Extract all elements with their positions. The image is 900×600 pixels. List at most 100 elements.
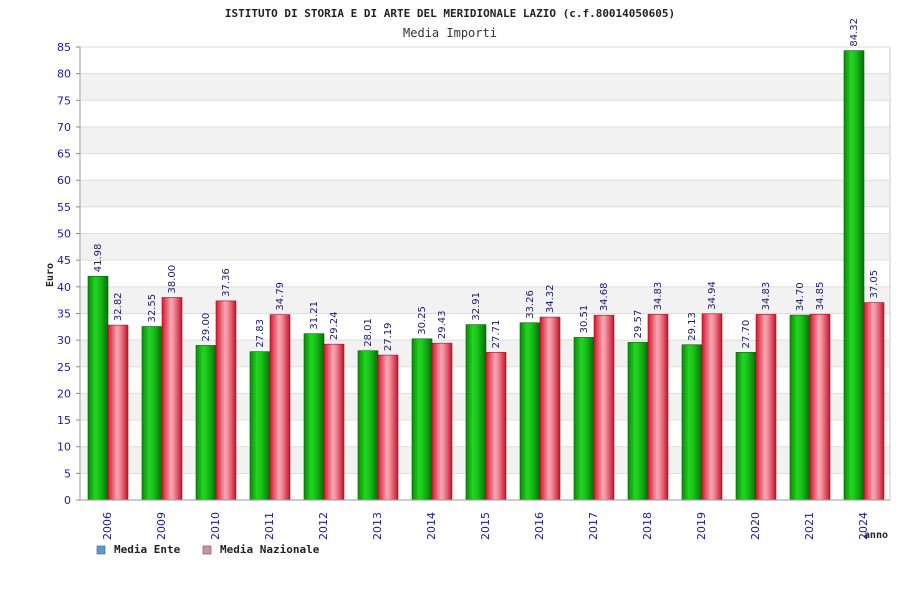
x-tick-label: 2024	[857, 512, 870, 540]
grid-band	[81, 286, 889, 314]
y-tick-label: 75	[57, 94, 71, 107]
grid-band	[81, 126, 889, 154]
x-tick-label: 2010	[209, 512, 222, 540]
bar-media-nazionale-2020	[755, 314, 777, 501]
value-label: 34.70	[795, 282, 806, 311]
legend-label-media-nazionale: Media Nazionale	[220, 543, 320, 556]
legend-swatch-media-nazionale	[202, 545, 212, 555]
value-label: 27.83	[255, 319, 266, 348]
bar-media-nazionale-2017	[593, 314, 615, 501]
bar-media-nazionale-2009	[161, 297, 183, 501]
bar-media-ente-2011	[249, 351, 271, 501]
bar-media-nazionale-2010	[215, 300, 237, 501]
x-tick-label: 2017	[587, 512, 600, 540]
bar-media-ente-2013	[357, 350, 379, 501]
value-label: 34.83	[653, 282, 664, 311]
y-tick-label: 10	[57, 441, 71, 454]
x-tick-label: 2013	[371, 512, 384, 540]
x-tick-label: 2021	[803, 512, 816, 540]
value-label: 32.55	[147, 294, 158, 323]
value-label: 34.85	[815, 282, 826, 311]
value-label: 30.51	[579, 305, 590, 334]
value-label: 34.79	[275, 282, 286, 311]
bar-media-ente-2019	[681, 344, 703, 501]
y-tick-label: 40	[57, 281, 71, 294]
value-label: 29.43	[437, 311, 448, 340]
value-label: 29.57	[633, 310, 644, 339]
value-label: 34.94	[707, 281, 718, 310]
x-axis-ticks: 2006 2009 2010 2011 2012 2013 2014 2015 2016 2017…	[80, 499, 890, 540]
grid-band	[81, 180, 889, 207]
x-tick-label: 2018	[641, 512, 654, 540]
bar-media-ente-2017	[573, 337, 595, 501]
bar-media-ente-2010	[195, 345, 217, 501]
value-label: 32.82	[113, 292, 124, 321]
bar-media-ente-2015	[465, 324, 487, 501]
x-axis-label: anno	[864, 530, 888, 541]
value-label: 27.19	[383, 322, 394, 351]
bar-media-nazionale-2015	[485, 352, 507, 501]
value-label: 30.25	[417, 306, 428, 335]
value-label: 37.05	[869, 270, 880, 299]
value-label: 37.36	[221, 268, 232, 297]
bar-media-ente-2018	[627, 342, 649, 501]
y-tick-label: 0	[64, 494, 71, 507]
value-label: 27.70	[741, 320, 752, 349]
x-tick-label: 2015	[479, 512, 492, 540]
x-tick-label: 2012	[317, 512, 330, 540]
x-tick-label: 2011	[263, 512, 276, 540]
grid-band	[81, 73, 889, 101]
bar-media-nazionale-2012	[323, 343, 345, 501]
y-tick-label: 85	[57, 41, 71, 54]
value-label: 27.71	[491, 320, 502, 349]
x-tick-label: 2006	[101, 512, 114, 540]
bar-media-ente-2021	[789, 314, 811, 501]
y-tick-label: 5	[64, 467, 71, 480]
value-label: 34.32	[545, 284, 556, 313]
value-label: 33.26	[525, 290, 536, 319]
value-label: 34.68	[599, 283, 610, 312]
y-tick-label: 45	[57, 254, 71, 267]
grid-band	[81, 233, 889, 261]
bar-media-ente-2014	[411, 338, 433, 501]
y-tick-label: 60	[57, 174, 71, 187]
bar-media-nazionale-2016	[539, 316, 561, 501]
bar-media-nazionale-2011	[269, 314, 291, 501]
chart-title: ISTITUTO DI STORIA E DI ARTE DEL MERIDIO…	[225, 7, 675, 20]
y-tick-label: 50	[57, 228, 71, 241]
x-tick-label: 2019	[695, 512, 708, 540]
x-tick-label: 2020	[749, 512, 762, 540]
bar-media-ente-2012	[303, 333, 325, 501]
x-tick-label: 2009	[155, 512, 168, 540]
y-tick-label: 70	[57, 121, 71, 134]
x-tick-label: 2016	[533, 512, 546, 540]
bar-media-nazionale-2013	[377, 354, 399, 501]
value-label: 84.32	[849, 18, 860, 47]
bar-media-nazionale-2014	[431, 342, 453, 501]
y-tick-label: 15	[57, 414, 71, 427]
legend-swatch-media-ente	[96, 545, 106, 555]
bar-media-nazionale-2019	[701, 313, 723, 501]
value-label: 31.21	[309, 301, 320, 330]
bar-media-ente-2020	[735, 352, 757, 501]
y-tick-label: 25	[57, 361, 71, 374]
value-label: 34.83	[761, 282, 772, 311]
bar-media-nazionale-2006	[107, 324, 129, 501]
value-label: 29.00	[201, 313, 212, 342]
x-tick-label: 2014	[425, 512, 438, 540]
bars	[87, 50, 885, 501]
y-tick-label: 55	[57, 201, 71, 214]
y-tick-label: 80	[57, 68, 71, 81]
bar-media-nazionale-2024	[863, 302, 885, 501]
value-label: 29.13	[687, 312, 698, 341]
value-label: 38.00	[167, 265, 178, 294]
legend-label-media-ente: Media Ente	[114, 543, 181, 556]
value-label: 41.98	[93, 244, 104, 273]
bar-media-ente-2006	[87, 275, 109, 501]
y-axis-ticks: 0 5 10 15 20 25 30 35 40 45 50 55 60 65 70 75 80 85	[57, 41, 81, 507]
y-tick-label: 35	[57, 307, 71, 320]
value-label: 32.91	[471, 292, 482, 321]
y-tick-label: 30	[57, 334, 71, 347]
chart-subtitle: Media Importi	[403, 26, 497, 40]
